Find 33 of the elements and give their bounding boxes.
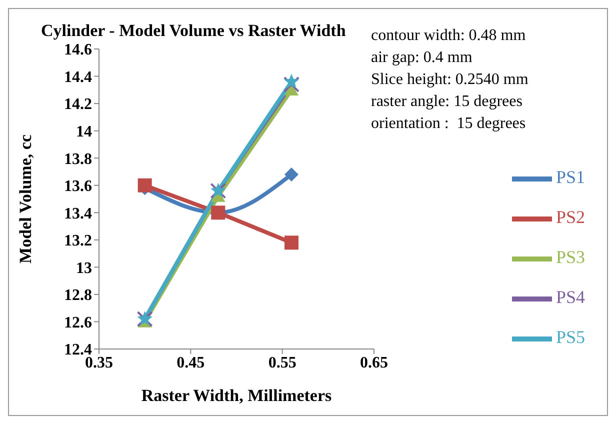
annotation: air gap: 0.4 mm — [371, 48, 474, 68]
annotation: Slice height: 0.2540 mm — [371, 70, 528, 90]
legend-label: PS1 — [556, 167, 585, 188]
point — [284, 74, 300, 88]
annotation: raster angle: 15 degrees — [371, 92, 524, 112]
x-tick-label: 0.65 — [360, 354, 388, 372]
y-tick-label: 13.4 — [64, 205, 92, 222]
y-tick-label: 13.2 — [64, 232, 92, 250]
y-tick-label: 14.4 — [64, 68, 92, 86]
x-tick-label: 0.55 — [268, 354, 296, 372]
point — [283, 76, 300, 92]
legend-label: PS5 — [556, 327, 585, 348]
x-axis-title: Raster Width, Millimeters — [141, 386, 332, 405]
y-tick-label: 12.6 — [64, 314, 92, 332]
y-tick-label: 14 — [76, 124, 92, 140]
y-axis-title: Model Volume, cc — [16, 134, 36, 264]
chart-title: Cylinder - Model Volume vs Raster Width — [41, 21, 346, 41]
y-tick-label: 14.6 — [64, 42, 92, 59]
annotation: orientation : 15 degrees — [371, 114, 527, 134]
x-tick-label: 0.35 — [85, 354, 113, 372]
point — [284, 236, 298, 250]
y-tick-label: 13.8 — [64, 150, 92, 168]
y-tick-label: 13.6 — [64, 178, 92, 196]
point — [138, 178, 152, 192]
y-tick-label: 14.2 — [64, 96, 92, 114]
x-tick-label: 0.45 — [176, 354, 205, 372]
y-tick-label: 12.8 — [64, 287, 92, 304]
text: contour width: 0.48 mm — [371, 26, 527, 46]
y-tick-label: 13 — [76, 260, 92, 277]
legend-label: PS2 — [556, 207, 585, 228]
legend-label: PS3 — [556, 247, 585, 268]
legend-label: PS4 — [556, 287, 585, 308]
point — [284, 167, 298, 182]
